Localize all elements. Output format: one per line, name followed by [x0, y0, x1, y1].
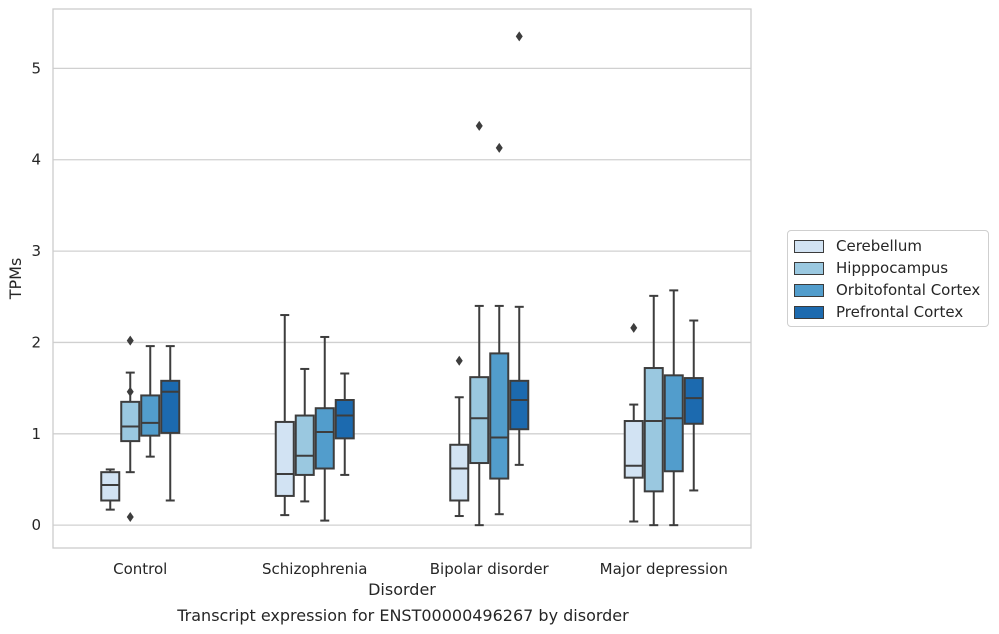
y-axis-label: TPMs [6, 258, 25, 301]
outlier-marker [126, 511, 134, 522]
box [509, 379, 530, 431]
box [623, 420, 644, 479]
outlier-marker [126, 386, 134, 397]
legend-swatch-orbitofrontal-cortex [794, 283, 824, 297]
plot-frame [52, 8, 752, 549]
box [314, 407, 335, 470]
x-tick-label: Major depression [600, 560, 728, 578]
box [274, 420, 295, 497]
box [120, 400, 141, 443]
y-tick-label: 4 [31, 151, 41, 169]
x-tick-label: Control [113, 560, 167, 578]
y-tick-label: 3 [31, 242, 41, 260]
outlier-marker [515, 31, 523, 42]
legend-item-prefrontal-cortex: Prefrontal Cortex [794, 302, 963, 322]
legend-label-prefrontal-cortex: Prefrontal Cortex [836, 303, 964, 321]
legend-label-orbitofrontal-cortex: Orbitofontal Cortex [836, 281, 981, 299]
outlier-marker [455, 355, 463, 366]
box [294, 414, 315, 476]
legend: Cerebellum Hipppocampus Orbitofontal Cor… [787, 230, 989, 327]
y-tick-label: 0 [31, 516, 41, 534]
box [140, 394, 161, 437]
legend-item-cerebellum: Cerebellum [794, 236, 922, 256]
box [160, 379, 181, 434]
x-axis-label: Disorder [368, 580, 436, 599]
legend-swatch-cerebellum [794, 239, 824, 253]
legend-item-orbitofrontal-cortex: Orbitofontal Cortex [794, 280, 980, 300]
box [683, 377, 704, 425]
x-tick-label: Bipolar disorder [430, 560, 550, 578]
chart-caption: Transcript expression for ENST0000049626… [177, 606, 629, 625]
outlier-marker [630, 322, 638, 333]
box [469, 376, 490, 465]
box [663, 374, 684, 473]
legend-swatch-prefrontal-cortex [794, 305, 824, 319]
y-tick-label: 5 [31, 59, 41, 77]
outlier-marker [495, 142, 503, 153]
legend-swatch-hippocampus [794, 261, 824, 275]
y-tick-label: 2 [31, 333, 41, 351]
y-tick-label: 1 [31, 425, 41, 443]
legend-item-hippocampus: Hipppocampus [794, 258, 948, 278]
outlier-marker [475, 120, 483, 131]
box [449, 443, 470, 502]
box [489, 352, 510, 480]
box [100, 471, 121, 502]
box [334, 399, 355, 440]
legend-label-cerebellum: Cerebellum [836, 237, 922, 255]
x-tick-label: Schizophrenia [262, 560, 367, 578]
outlier-marker [126, 335, 134, 346]
legend-label-hippocampus: Hipppocampus [836, 259, 949, 277]
box [643, 367, 664, 493]
